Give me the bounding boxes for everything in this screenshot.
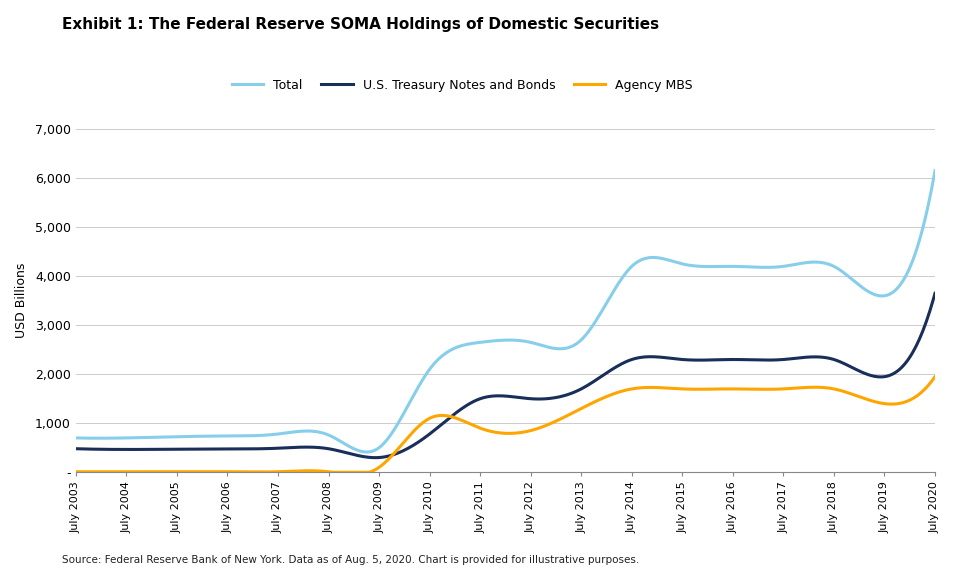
Agency MBS [776, 385, 788, 392]
Legend: Total, U.S. Treasury Notes and Bonds, Agency MBS: Total, U.S. Treasury Notes and Bonds, Ag… [227, 74, 698, 96]
Total [584, 328, 595, 335]
Text: Exhibit 1: The Federal Reserve SOMA Holdings of Domestic Securities: Exhibit 1: The Federal Reserve SOMA Hold… [62, 17, 659, 32]
Total [70, 434, 81, 441]
Total [479, 338, 491, 345]
Total [537, 342, 548, 349]
Agency MBS [584, 401, 595, 408]
Y-axis label: USD Billions: USD Billions [15, 263, 28, 338]
U.S. Treasury Notes and Bonds [70, 445, 81, 452]
U.S. Treasury Notes and Bonds [584, 381, 595, 388]
Agency MBS [929, 373, 941, 380]
U.S. Treasury Notes and Bonds [537, 395, 548, 402]
Agency MBS [479, 426, 491, 433]
Total [361, 448, 372, 455]
Agency MBS [327, 469, 338, 475]
U.S. Treasury Notes and Bonds [910, 343, 922, 350]
Agency MBS [70, 469, 81, 475]
U.S. Treasury Notes and Bonds [776, 356, 788, 363]
Line: Total: Total [75, 171, 935, 452]
U.S. Treasury Notes and Bonds [479, 394, 491, 400]
Agency MBS [910, 393, 922, 400]
Agency MBS [485, 428, 497, 435]
Agency MBS [537, 424, 548, 430]
Total [485, 338, 497, 344]
Total [776, 263, 788, 270]
U.S. Treasury Notes and Bonds [370, 454, 381, 461]
Line: U.S. Treasury Notes and Bonds: U.S. Treasury Notes and Bonds [75, 293, 935, 458]
Total [910, 248, 922, 254]
Line: Agency MBS: Agency MBS [75, 377, 935, 472]
U.S. Treasury Notes and Bonds [485, 393, 497, 400]
Total [929, 167, 941, 174]
Text: Source: Federal Reserve Bank of New York. Data as of Aug. 5, 2020. Chart is prov: Source: Federal Reserve Bank of New York… [62, 556, 639, 565]
U.S. Treasury Notes and Bonds [929, 290, 941, 297]
